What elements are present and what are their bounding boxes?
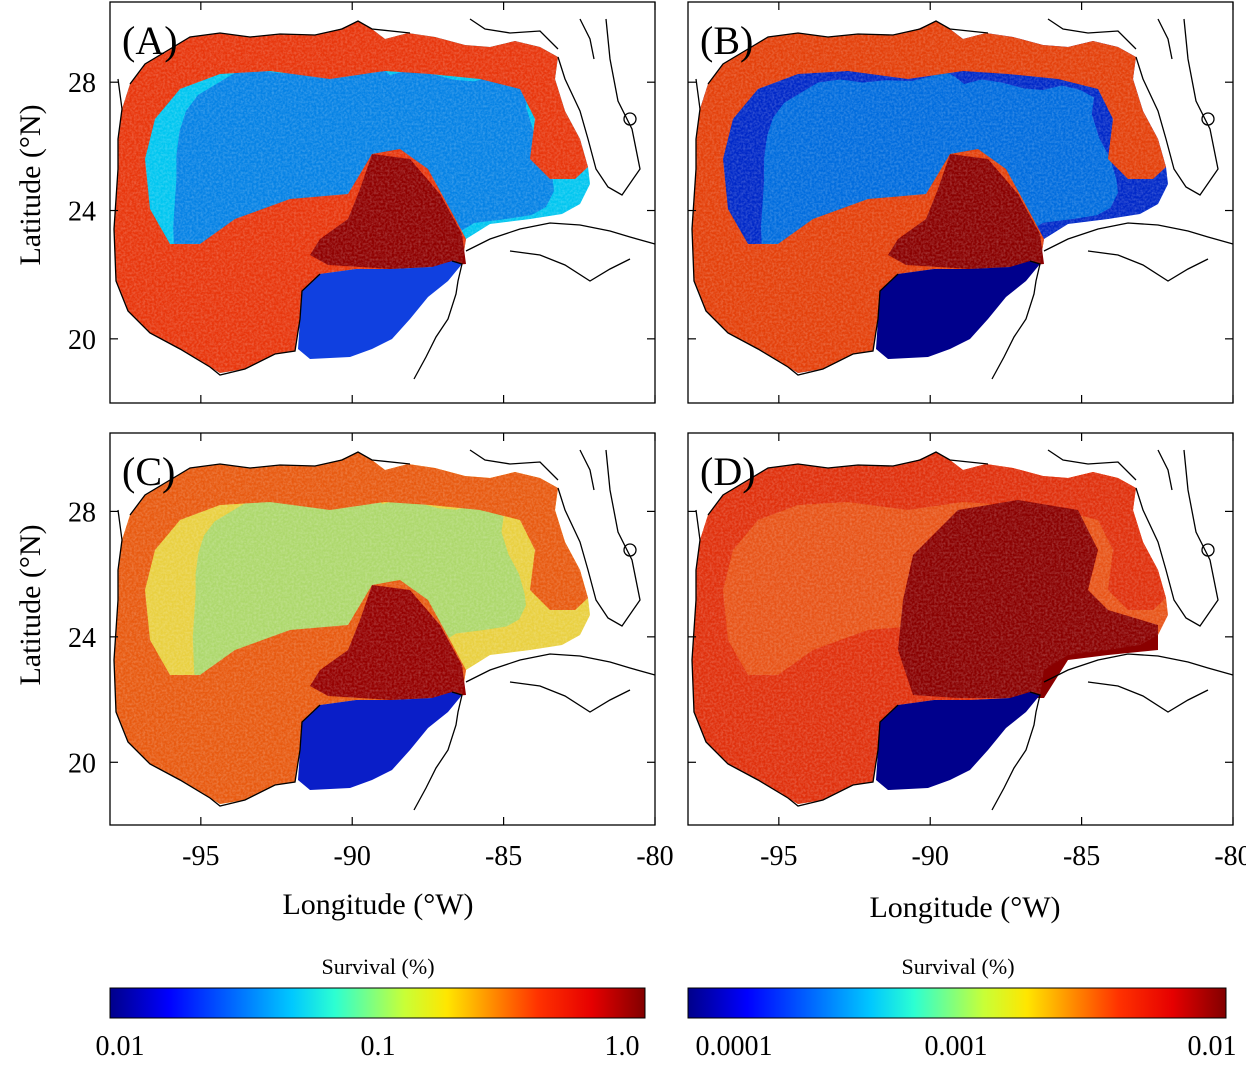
panel-label: (B) xyxy=(700,18,753,63)
lat-tick-label: 20 xyxy=(68,325,96,356)
xlabel-left: Longitude (°W) xyxy=(282,888,473,921)
lon-tick-label: -90 xyxy=(912,841,949,872)
lon-tick-label: -95 xyxy=(760,841,797,872)
colorbar-right: Survival (%) 0.0001 0.001 0.01 xyxy=(687,954,1237,1062)
panel-label: (D) xyxy=(700,449,756,494)
ylabel-top: Latitude (°N) xyxy=(14,104,47,265)
colorbar-tick: 0.01 xyxy=(1188,1031,1237,1062)
ylabel-bottom: Latitude (°N) xyxy=(14,524,47,685)
lat-tick-label: 28 xyxy=(68,68,96,99)
colorbar-title: Survival (%) xyxy=(321,954,434,979)
panel-label: (C) xyxy=(122,449,175,494)
colorbar-title: Survival (%) xyxy=(901,954,1014,979)
panel-c: (C) xyxy=(109,432,656,826)
panel-d: (D) xyxy=(687,432,1234,826)
panel-label: (A) xyxy=(122,18,178,63)
lat-tick-label: 24 xyxy=(68,197,96,228)
lat-tick-label: 28 xyxy=(68,497,96,528)
lat-tick-label: 24 xyxy=(68,623,96,654)
colorbar-tick: 0.1 xyxy=(361,1031,396,1062)
colorbar-tick: 0.0001 xyxy=(696,1031,773,1062)
colorbar-tick: 0.001 xyxy=(925,1031,988,1062)
lon-tick-label: -90 xyxy=(334,841,371,872)
lon-tick-label: -80 xyxy=(636,841,673,872)
lon-tick-label: -85 xyxy=(485,841,522,872)
panel-a: (A) xyxy=(109,1,656,404)
axis-ticks: 28 24 20 -95 -90 -85 -80 28 24 20 -95 -90 -85 -80 xyxy=(68,2,1246,872)
xlabel-right: Longitude (°W) xyxy=(869,891,1060,924)
panel-b: (B) xyxy=(687,1,1234,404)
colorbar-tick: 1.0 xyxy=(605,1031,640,1062)
lon-tick-label: -85 xyxy=(1063,841,1100,872)
lat-tick-label: 20 xyxy=(68,748,96,779)
colorbar-left: Survival (%) 0.01 0.1 1.0 xyxy=(96,954,646,1062)
lon-tick-label: -95 xyxy=(182,841,219,872)
lon-tick-label: -80 xyxy=(1214,841,1246,872)
colorbar-tick: 0.01 xyxy=(96,1031,145,1062)
